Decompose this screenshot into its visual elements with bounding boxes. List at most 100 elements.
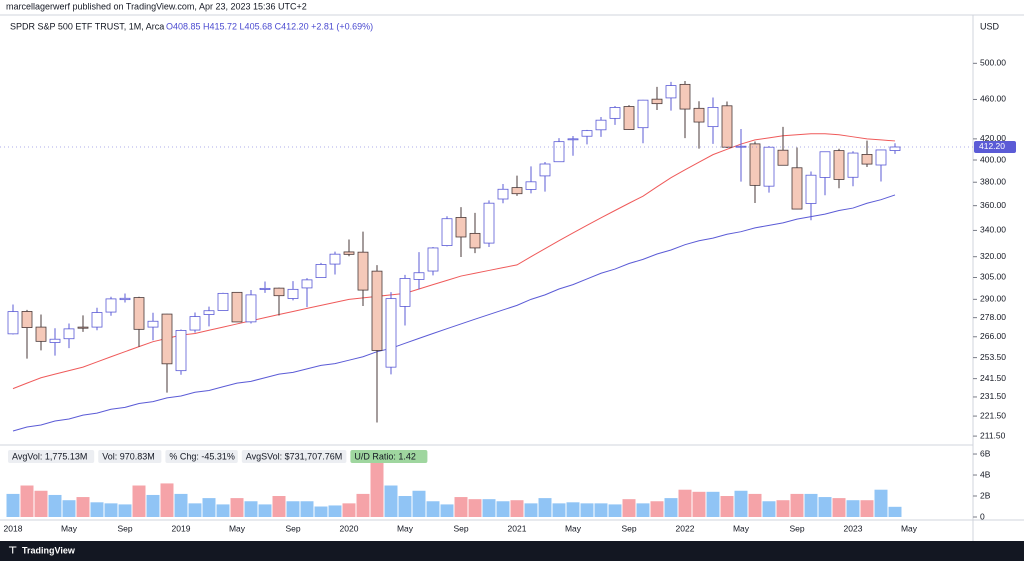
x-tick-label: 2020 xyxy=(340,523,359,533)
x-tick-label: May xyxy=(565,523,582,533)
volume-bar xyxy=(692,491,706,517)
volume-bar xyxy=(230,498,244,517)
candle-body xyxy=(259,287,271,290)
candle-body xyxy=(217,292,229,311)
volume-bar xyxy=(580,503,594,517)
candle-body xyxy=(805,174,817,204)
volume-bar xyxy=(272,496,286,517)
volume-bar xyxy=(776,500,790,517)
candle-body xyxy=(455,217,467,238)
x-tick-label: Sep xyxy=(117,523,132,533)
publisher: marcellagerwerf published on TradingView… xyxy=(6,1,307,11)
volume-bar xyxy=(412,490,426,517)
chart-title: SPDR S&P 500 ETF TRUST, 1M, Arca xyxy=(10,21,164,31)
candle-body xyxy=(63,328,75,340)
volume-bar xyxy=(762,501,776,517)
volume-bar xyxy=(552,503,566,517)
volume-bar xyxy=(804,493,818,517)
volume-bar xyxy=(566,502,580,517)
volume-bar xyxy=(328,505,342,517)
candle-body xyxy=(497,188,509,200)
candle-body xyxy=(119,297,131,301)
volume-bar xyxy=(160,483,174,517)
x-tick-label: May xyxy=(229,523,246,533)
volume-bar xyxy=(874,489,888,517)
y-tick-label: 241.50 xyxy=(980,373,1006,383)
candle-body xyxy=(427,247,439,272)
volume-bar xyxy=(846,500,860,517)
candle-body xyxy=(413,272,425,280)
candle-body xyxy=(91,312,103,328)
volume-bar xyxy=(594,503,608,517)
y-tick-label: 305.00 xyxy=(980,272,1006,282)
volume-bar xyxy=(454,497,468,517)
volume-bar xyxy=(664,498,678,517)
volume-bar xyxy=(118,504,132,517)
y-tick-label: 278.00 xyxy=(980,312,1006,322)
volume-bar xyxy=(146,494,160,517)
last-price-box xyxy=(974,140,1016,153)
volume-bar xyxy=(384,485,398,517)
ohlc-values: O408.85 H415.72 L405.68 C412.20 +2.81 (+… xyxy=(166,21,373,31)
y-tick-label: 266.00 xyxy=(980,331,1006,341)
candle-body xyxy=(623,106,635,130)
volume-bar xyxy=(790,493,804,517)
volume-bar xyxy=(482,499,496,517)
moving-average xyxy=(12,194,896,432)
candle-body xyxy=(707,106,719,128)
candle-body xyxy=(819,151,831,178)
candle-body xyxy=(77,326,89,329)
candle-body xyxy=(791,167,803,210)
candle-body xyxy=(483,202,495,244)
volume-bar xyxy=(356,493,370,517)
stat-box xyxy=(241,450,347,463)
candle-body xyxy=(511,187,523,195)
stat-label: AvgSVol: $731,707.76M xyxy=(246,451,342,461)
volume-bar xyxy=(258,504,272,517)
y-tick-label: 380.00 xyxy=(980,176,1006,186)
candle-body xyxy=(357,251,369,291)
y-tick-label: 290.00 xyxy=(980,294,1006,304)
y-tick-label: 253.50 xyxy=(980,352,1006,362)
currency: USD xyxy=(980,21,1000,31)
volume-bar xyxy=(496,501,510,517)
y-tick-label: 221.50 xyxy=(980,410,1006,420)
candle-body xyxy=(315,264,327,279)
volume-bar xyxy=(622,499,636,517)
y-tick-label: 320.00 xyxy=(980,251,1006,261)
volume-bar xyxy=(818,497,832,517)
stat-box xyxy=(8,450,95,463)
candle-body xyxy=(441,218,453,246)
candle-body xyxy=(637,99,649,129)
volume-bar xyxy=(20,485,34,517)
candle-body xyxy=(833,150,845,180)
volume-bar xyxy=(888,506,902,517)
volume-bar xyxy=(286,501,300,517)
volume-bar xyxy=(748,493,762,517)
candle-body xyxy=(595,119,607,131)
stat-box xyxy=(165,450,238,463)
candle-body xyxy=(469,232,481,249)
x-tick-label: Sep xyxy=(621,523,636,533)
volume-bar xyxy=(216,504,230,517)
volume-bar xyxy=(104,503,118,517)
candle-body xyxy=(665,85,677,99)
x-tick-label: 2021 xyxy=(508,523,527,533)
volume-bar xyxy=(538,498,552,517)
candle-body xyxy=(693,107,705,123)
stat-label: U/D Ratio: 1.42 xyxy=(354,451,416,461)
y-tick-label: 340.00 xyxy=(980,225,1006,235)
candle-body xyxy=(175,330,187,372)
volume-bar xyxy=(202,498,216,517)
volume-bar xyxy=(314,506,328,517)
stat-label: Vol: 970.83M xyxy=(102,451,155,461)
volume-bar xyxy=(636,503,650,517)
volume-bar xyxy=(300,501,314,517)
footer-logo: ⊤ xyxy=(8,546,17,557)
candle-body xyxy=(399,278,411,307)
moving-average xyxy=(12,133,896,390)
candle-body xyxy=(861,154,873,165)
x-tick-label: Sep xyxy=(453,523,468,533)
candle-body xyxy=(287,288,299,299)
